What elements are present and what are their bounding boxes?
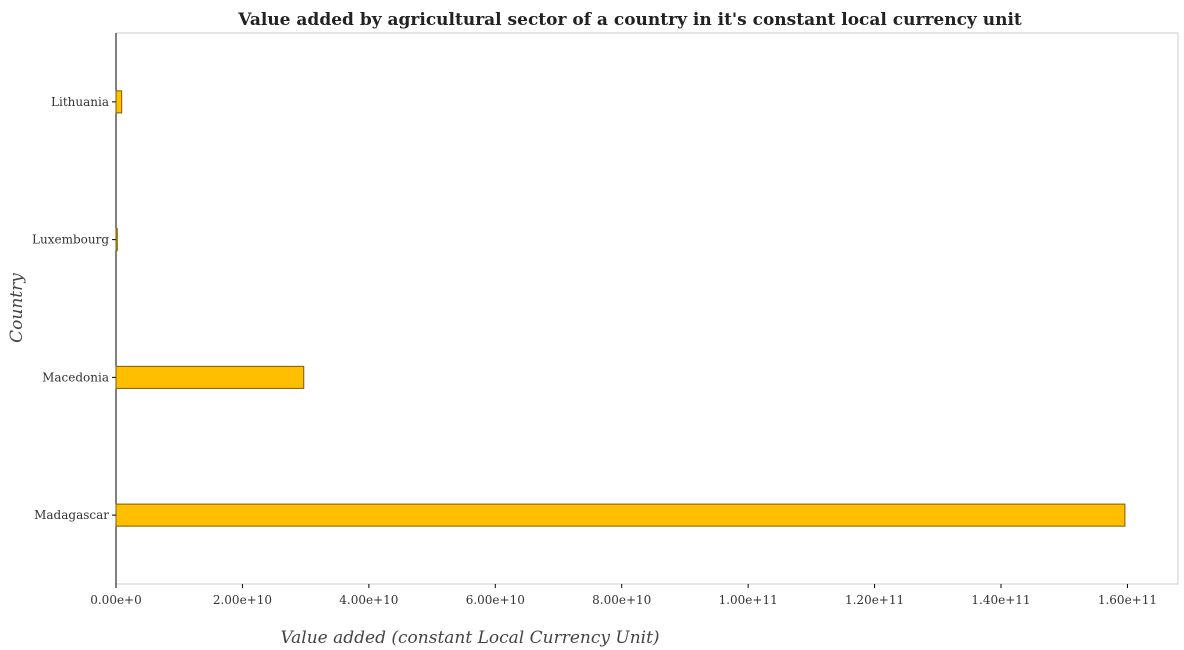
- plot-frame: [115, 32, 1179, 585]
- plot-area: Lithuania Luxembourg Macedonia Madagascar 0…: [32, 32, 1179, 607]
- bar-lithuania: [115, 90, 123, 114]
- y-ticks: Lithuania Luxembourg Macedonia Madagascar: [32, 95, 116, 522]
- x-ticks: 0.00e+0 2.00e+10 4.00e+10 6.00e+10 8.00e+10 1…: [90, 584, 1157, 607]
- x-tick-label: 2.00e+10: [213, 593, 272, 607]
- bars: [115, 90, 1126, 527]
- x-tick-label: 8.00e+10: [592, 593, 651, 607]
- x-tick-label: 0.00e+0: [90, 593, 142, 607]
- bar-luxembourg: [115, 228, 118, 252]
- bar-madagascar: [115, 503, 1126, 527]
- x-tick-label: 1.00e+11: [719, 593, 778, 607]
- y-tick-label: Macedonia: [42, 370, 109, 384]
- x-tick-label: 6.00e+10: [466, 593, 525, 607]
- x-axis-label: Value added (constant Local Currency Uni…: [280, 628, 659, 648]
- y-tick-label: Madagascar: [34, 508, 109, 522]
- bar-macedonia: [115, 365, 305, 389]
- y-tick-label: Lithuania: [51, 95, 109, 109]
- x-tick-label: 1.40e+11: [971, 593, 1030, 607]
- chart-title: Value added by agricultural sector of a …: [237, 10, 1022, 30]
- x-tick-label: 1.60e+11: [1098, 593, 1157, 607]
- x-tick-label: 1.20e+11: [845, 593, 904, 607]
- x-tick-label: 4.00e+10: [339, 593, 398, 607]
- y-tick-label: Luxembourg: [32, 233, 109, 247]
- y-axis-label: Country: [7, 273, 27, 343]
